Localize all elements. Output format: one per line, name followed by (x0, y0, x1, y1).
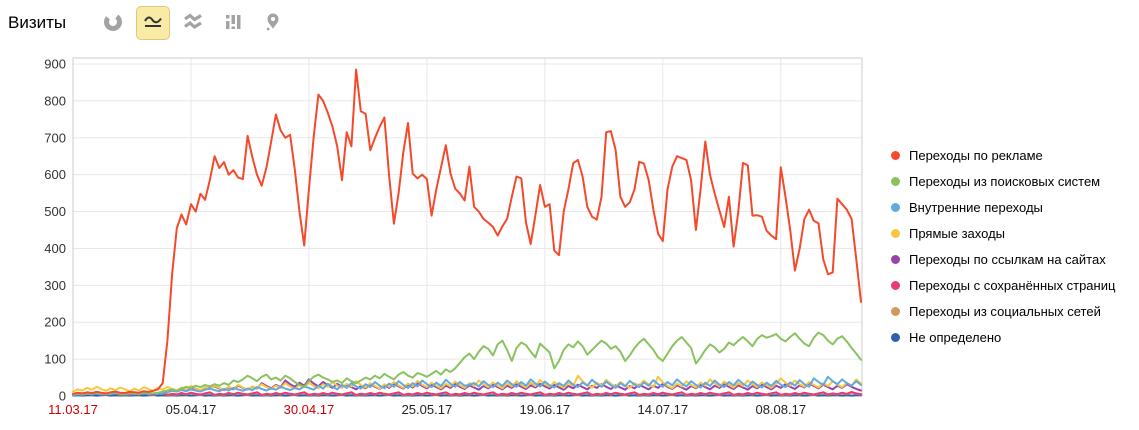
y-axis-label: 400 (44, 241, 66, 256)
x-axis-label: 11.03.17 (48, 402, 98, 417)
legend-label: Не определено (909, 329, 1002, 345)
series-line (72, 375, 862, 396)
line-chart-icon (142, 11, 164, 36)
chart-type-columns-button[interactable] (216, 6, 250, 40)
legend-label: Переходы из поисковых систем (909, 173, 1101, 189)
x-axis-label: 25.05.17 (402, 402, 453, 417)
legend-label: Переходы из социальных сетей (909, 303, 1101, 319)
stacked-area-icon (182, 11, 204, 36)
legend-label: Переходы с сохранённых страниц (909, 277, 1116, 293)
legend-label: Переходы по ссылкам на сайтах (909, 251, 1106, 267)
legend-dot (891, 254, 900, 264)
chart-legend: Переходы по рекламе Переходы из поисковых… (891, 142, 1115, 350)
chart-type-map-button[interactable] (256, 6, 290, 40)
pie-chart-icon (102, 11, 124, 36)
chart-type-line-button[interactable] (136, 6, 171, 40)
y-axis-label: 700 (44, 130, 66, 145)
legend-label: Прямые заходы (909, 225, 1006, 241)
y-axis-label: 200 (44, 315, 66, 330)
chart-type-switcher (96, 6, 290, 40)
series-line (72, 393, 862, 397)
y-axis-label: 600 (44, 167, 66, 182)
y-axis-label: 500 (44, 204, 66, 219)
legend-item[interactable]: Переходы с сохранённых страниц (891, 272, 1115, 298)
x-axis-label: 05.04.17 (166, 402, 217, 417)
legend-item[interactable]: Переходы по рекламе (891, 142, 1115, 168)
legend-item[interactable]: Не определено (891, 324, 1115, 350)
legend-label: Внутренние переходы (909, 199, 1043, 215)
series-line (72, 331, 862, 396)
y-axis-label: 0 (59, 389, 66, 404)
legend-dot (891, 150, 900, 160)
legend-item[interactable]: Переходы по ссылкам на сайтах (891, 246, 1115, 272)
map-pin-icon (262, 11, 284, 36)
x-axis-label: 08.08.17 (755, 402, 806, 417)
bar-chart-icon (222, 11, 244, 36)
page-title: Визиты (8, 13, 67, 32)
x-axis-label: 19.06.17 (520, 402, 571, 417)
chart-plot-area[interactable]: 0 100 200 300 400 500 600 700 800 900 11.03.17 05.0… (0, 0, 880, 430)
series-line (72, 68, 862, 395)
y-axis-label: 900 (44, 57, 66, 72)
legend-dot (891, 176, 900, 186)
legend-dot (891, 228, 900, 238)
chart-type-pie-button[interactable] (96, 6, 130, 40)
y-axis-label: 100 (44, 352, 66, 367)
report-header: Визиты (8, 4, 290, 42)
x-axis-label: 30.04.17 (284, 402, 335, 417)
visits-line-chart[interactable]: 0 100 200 300 400 500 600 700 800 900 11.03.17 05.0… (0, 0, 880, 430)
series-line (72, 390, 862, 396)
y-axis-label: 800 (44, 93, 66, 108)
y-axis-label: 300 (44, 278, 66, 293)
legend-item[interactable]: Переходы из поисковых систем (891, 168, 1115, 194)
legend-item[interactable]: Внутренние переходы (891, 194, 1115, 220)
legend-dot (891, 306, 900, 316)
x-axis-label: 14.07.17 (638, 402, 689, 417)
legend-item[interactable]: Переходы из социальных сетей (891, 298, 1115, 324)
legend-dot (891, 280, 900, 290)
legend-dot (891, 332, 900, 342)
chart-type-stacked-button[interactable] (176, 6, 210, 40)
legend-dot (891, 202, 900, 212)
legend-label: Переходы по рекламе (909, 147, 1043, 163)
legend-item[interactable]: Прямые заходы (891, 220, 1115, 246)
